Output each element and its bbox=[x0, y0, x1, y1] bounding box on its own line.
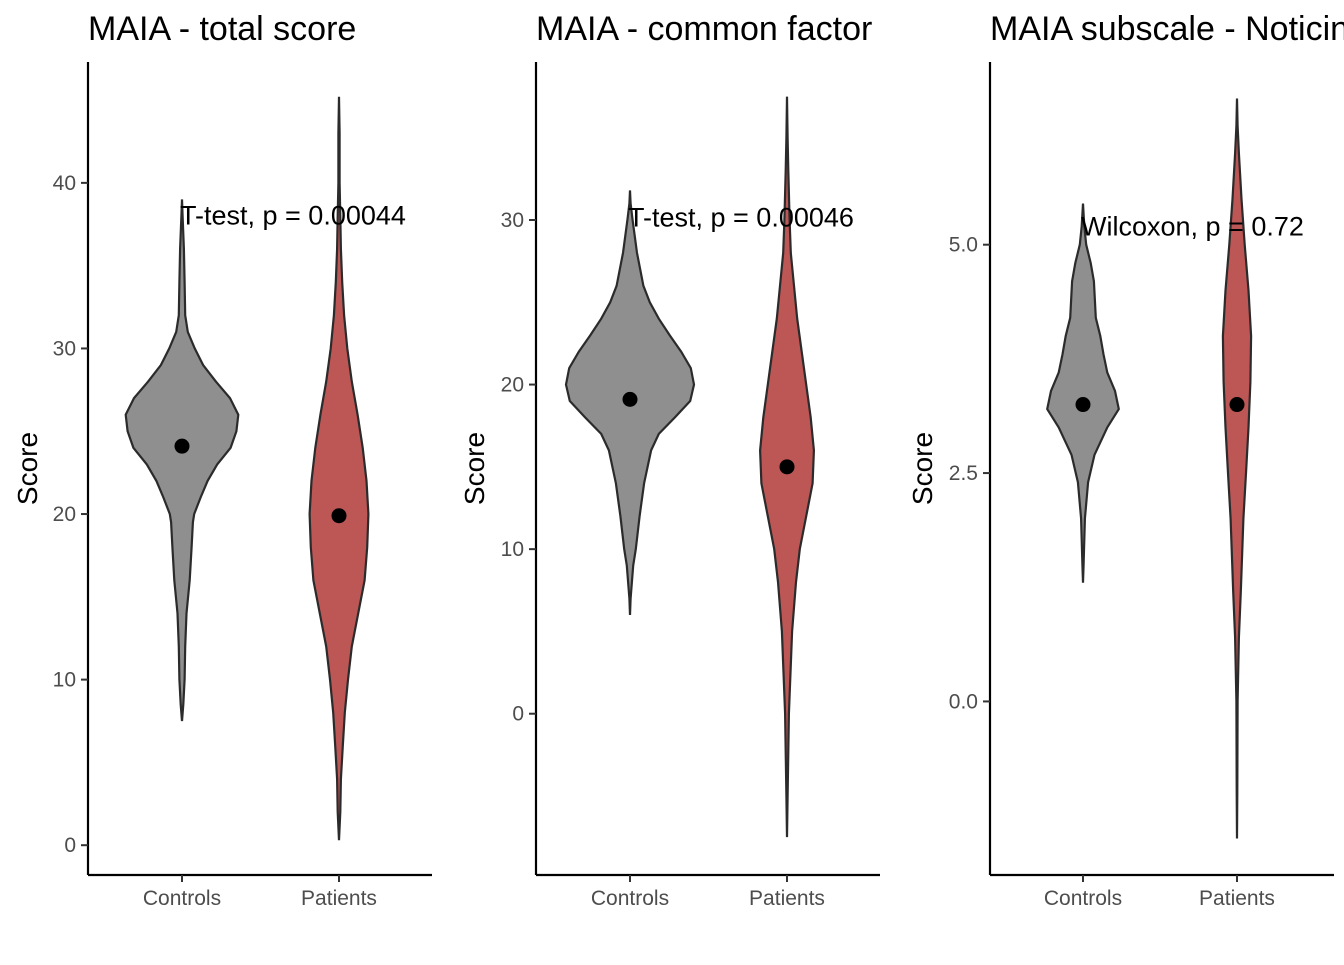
panel-title: MAIA - common factor bbox=[536, 10, 872, 48]
y-tick-label: 40 bbox=[53, 172, 76, 195]
y-tick-label: 0.0 bbox=[949, 690, 978, 713]
panel-2: MAIA - common factor Score 0 10 20 30 Controls… bbox=[459, 10, 880, 910]
y-tick-label: 20 bbox=[53, 503, 76, 526]
y-tick-label: 10 bbox=[501, 538, 524, 561]
x-tick-label: Controls bbox=[1044, 887, 1122, 910]
violin-patients bbox=[1221, 98, 1253, 839]
mean-point-controls bbox=[1075, 397, 1091, 413]
y-tick-label: 5.0 bbox=[949, 234, 978, 257]
violin-patients bbox=[308, 96, 370, 841]
mean-point-controls bbox=[622, 391, 638, 407]
x-tick-label: Patients bbox=[301, 887, 377, 910]
y-tick-label: 30 bbox=[53, 337, 76, 360]
y-axis-title: Score bbox=[907, 432, 938, 505]
panel-1: MAIA - total score Score 0 10 20 30 40 Controls… bbox=[12, 10, 432, 910]
x-tick-label: Patients bbox=[1199, 887, 1275, 910]
violin-controls bbox=[124, 199, 240, 722]
stat-test-annotation: T-test, p = 0.00046 bbox=[628, 203, 854, 233]
y-tick-label: 10 bbox=[53, 669, 76, 692]
panel-title: MAIA - total score bbox=[88, 10, 356, 48]
y-tick-label: 20 bbox=[501, 374, 524, 397]
y-tick-label: 30 bbox=[501, 209, 524, 232]
y-axis-title: Score bbox=[459, 432, 490, 505]
mean-point-patients bbox=[779, 459, 795, 475]
stat-test-annotation: Wilcoxon, p = 0.72 bbox=[1081, 212, 1304, 242]
y-tick-label: 0 bbox=[512, 703, 524, 726]
mean-point-patients bbox=[1229, 397, 1245, 413]
x-tick-label: Controls bbox=[591, 887, 669, 910]
panel-3: MAIA subscale - Noticing Score 0.0 2.5 5.0 Co… bbox=[907, 10, 1344, 910]
x-tick-label: Controls bbox=[143, 887, 221, 910]
panel-title: MAIA subscale - Noticing bbox=[990, 10, 1344, 48]
y-tick-label: 0 bbox=[64, 834, 76, 857]
y-tick-label: 2.5 bbox=[949, 462, 978, 485]
x-tick-label: Patients bbox=[749, 887, 825, 910]
violin-controls bbox=[1046, 203, 1120, 583]
stat-test-annotation: T-test, p = 0.00044 bbox=[180, 200, 406, 230]
mean-point-controls bbox=[174, 438, 190, 454]
mean-point-patients bbox=[331, 508, 347, 524]
y-axis-title: Score bbox=[12, 432, 43, 505]
